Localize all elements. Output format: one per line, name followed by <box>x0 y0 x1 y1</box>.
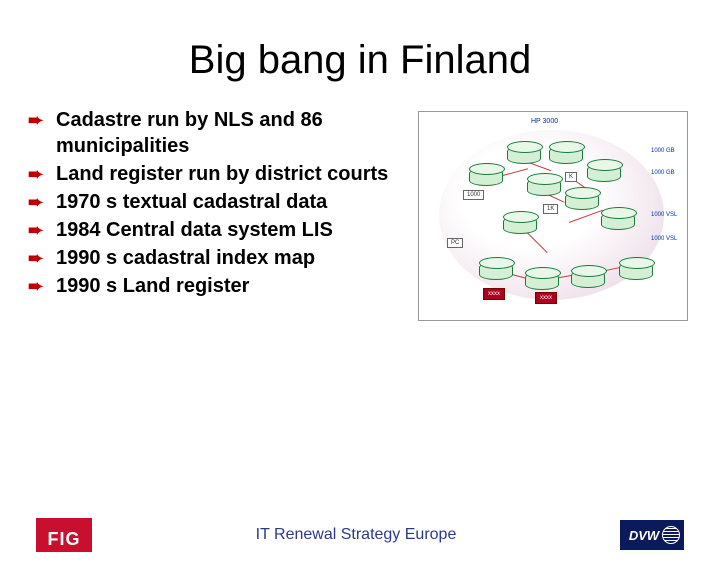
cylinder-icon <box>587 164 621 182</box>
bullet-text: Cadastre run by NLS and 86 municipalitie… <box>56 107 408 159</box>
cylinder-icon <box>527 178 561 196</box>
cylinder-icon <box>469 168 503 186</box>
cylinder-icon <box>601 212 635 230</box>
diagram-node-box: 1000 <box>463 190 484 200</box>
arrow-bullet-icon: ➨ <box>28 107 56 133</box>
cylinder-icon <box>571 270 605 288</box>
content-area: ➨Cadastre run by NLS and 86 municipaliti… <box>0 107 720 321</box>
diagram-red-node: xxxx <box>483 288 505 300</box>
bullet-list: ➨Cadastre run by NLS and 86 municipaliti… <box>28 107 408 321</box>
diagram-side-label: 1000 VSL <box>651 212 677 218</box>
cylinder-icon <box>549 146 583 164</box>
bullet-item: ➨Cadastre run by NLS and 86 municipaliti… <box>28 107 408 159</box>
arrow-bullet-icon: ➨ <box>28 217 56 243</box>
bullet-text: 1970 s textual cadastral data <box>56 189 327 215</box>
fig-logo: FIG <box>36 518 92 552</box>
arrow-bullet-icon: ➨ <box>28 161 56 187</box>
bullet-item: ➨Land register run by district courts <box>28 161 408 187</box>
cylinder-icon <box>619 262 653 280</box>
diagram-header-label: HP 3000 <box>531 118 558 125</box>
diagram-side-label: 1000 VSL <box>651 236 677 242</box>
cylinder-icon <box>479 262 513 280</box>
footer: FIG IT Renewal Strategy Europe DVW <box>0 518 720 552</box>
diagram-node-box: PC <box>447 238 463 248</box>
diagram-side-label: 1000 GB <box>651 170 675 176</box>
bullet-item: ➨1970 s textual cadastral data <box>28 189 408 215</box>
slide-title: Big bang in Finland <box>0 38 720 83</box>
diagram-node-box: 1K <box>543 204 558 214</box>
bullet-item: ➨1984 Central data system LIS <box>28 217 408 243</box>
system-diagram: HP 3000 1000 GB 1000 GB 1000 VSL 1000 VSL 10… <box>418 111 688 321</box>
arrow-bullet-icon: ➨ <box>28 189 56 215</box>
footer-text: IT Renewal Strategy Europe <box>256 526 457 544</box>
arrow-bullet-icon: ➨ <box>28 273 56 299</box>
bullet-text: 1984 Central data system LIS <box>56 217 333 243</box>
diagram-side-label: 1000 GB <box>651 148 675 154</box>
cylinder-icon <box>503 216 537 234</box>
bullet-text: Land register run by district courts <box>56 161 388 187</box>
cylinder-icon <box>525 272 559 290</box>
bullet-text: 1990 s Land register <box>56 273 249 299</box>
bullet-item: ➨1990 s cadastral index map <box>28 245 408 271</box>
dvw-label: DVW <box>629 528 659 543</box>
bullet-text: 1990 s cadastral index map <box>56 245 315 271</box>
diagram-red-node: xxxx <box>535 292 557 304</box>
cylinder-icon <box>565 192 599 210</box>
dvw-logo: DVW <box>620 520 684 550</box>
diagram-node-box: K <box>565 172 577 182</box>
cylinder-icon <box>507 146 541 164</box>
bullet-item: ➨1990 s Land register <box>28 273 408 299</box>
arrow-bullet-icon: ➨ <box>28 245 56 271</box>
